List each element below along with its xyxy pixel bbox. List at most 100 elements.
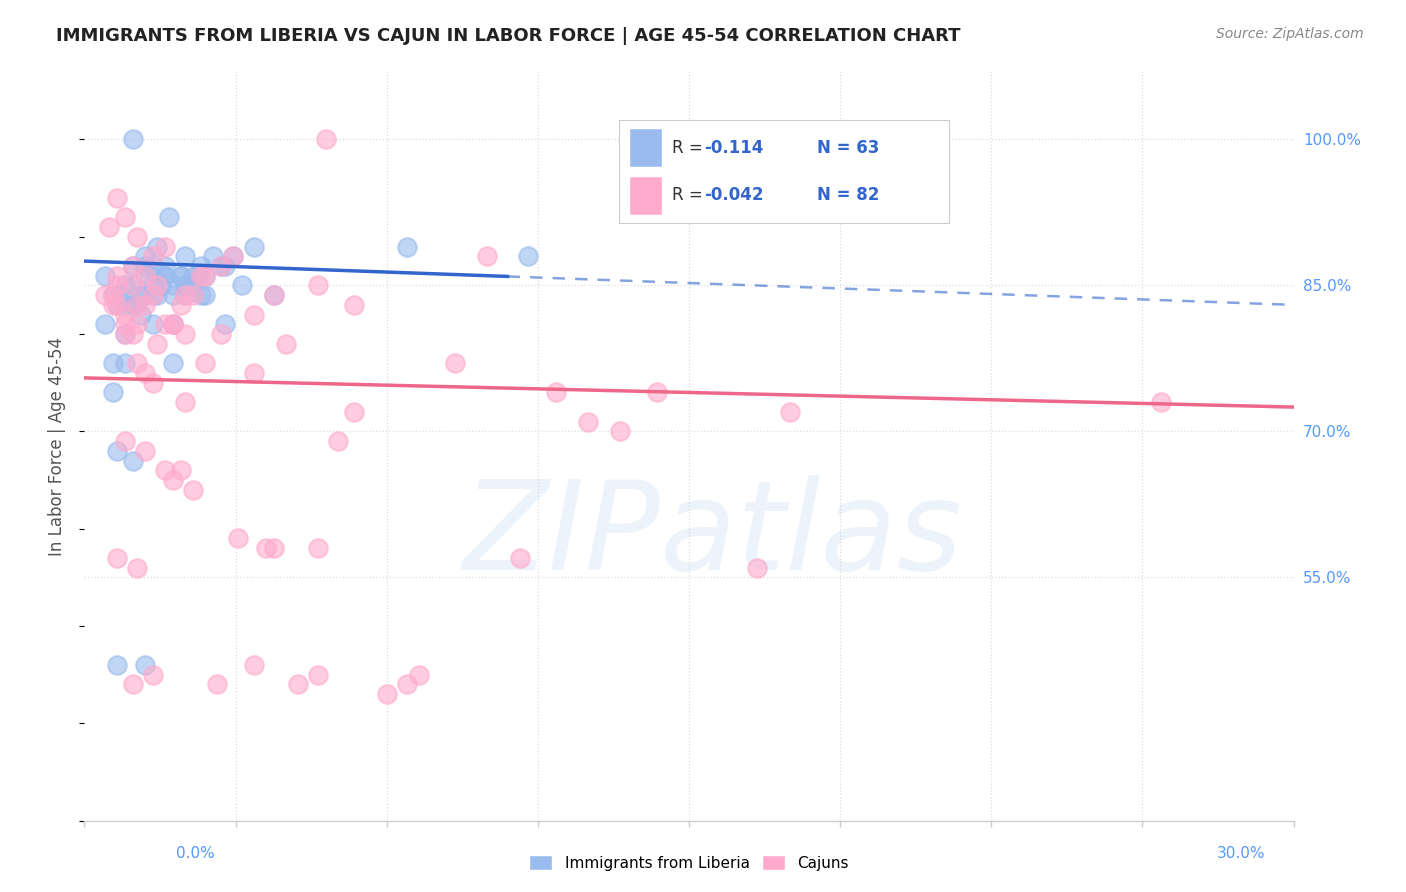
Point [395, 677, 418, 691]
Point [194, 356, 217, 370]
Point [1149, 395, 1171, 409]
Point [138, 268, 160, 283]
Text: Source: ZipAtlas.com: Source: ZipAtlas.com [1216, 27, 1364, 41]
Point [134, 288, 156, 302]
Point [125, 318, 148, 332]
Legend: Immigrants from Liberia, Cajuns: Immigrants from Liberia, Cajuns [523, 848, 855, 877]
Point [105, 657, 128, 672]
Point [170, 298, 193, 312]
Point [125, 229, 148, 244]
Point [134, 249, 156, 263]
Point [207, 677, 229, 691]
Point [93, 318, 115, 332]
Point [162, 318, 184, 332]
Point [101, 298, 124, 312]
Point [263, 288, 285, 302]
Point [134, 366, 156, 380]
Point [242, 366, 264, 380]
Point [343, 405, 366, 419]
Point [142, 288, 165, 302]
Point [105, 278, 128, 293]
Text: N = 82: N = 82 [817, 186, 879, 204]
Point [110, 288, 132, 302]
Point [142, 259, 165, 273]
Point [97, 220, 120, 235]
Point [343, 298, 366, 312]
Point [121, 298, 143, 312]
Point [190, 259, 212, 273]
Point [263, 541, 285, 556]
Point [214, 259, 236, 273]
Point [263, 288, 285, 302]
Point [190, 268, 212, 283]
Text: IMMIGRANTS FROM LIBERIA VS CAJUN IN LABOR FORCE | AGE 45-54 CORRELATION CHART: IMMIGRANTS FROM LIBERIA VS CAJUN IN LABO… [56, 27, 960, 45]
Point [153, 318, 176, 332]
Point [142, 288, 165, 302]
Point [121, 259, 143, 273]
Point [254, 541, 277, 556]
Point [395, 239, 418, 253]
Point [146, 336, 169, 351]
Point [146, 239, 169, 253]
Point [576, 415, 599, 429]
Point [162, 473, 184, 487]
Text: 30.0%: 30.0% [1218, 846, 1265, 861]
Point [226, 532, 249, 546]
Point [222, 249, 245, 263]
Point [153, 268, 176, 283]
Point [181, 288, 204, 302]
Point [209, 327, 232, 342]
Point [142, 249, 165, 263]
Point [93, 268, 115, 283]
Point [114, 327, 136, 342]
Point [162, 318, 184, 332]
Point [231, 278, 253, 293]
Point [162, 318, 184, 332]
Text: N = 63: N = 63 [817, 139, 879, 157]
Point [129, 308, 152, 322]
Point [645, 385, 668, 400]
Point [93, 288, 115, 302]
Point [174, 288, 197, 302]
Text: 0.0%: 0.0% [176, 846, 215, 861]
Point [214, 318, 236, 332]
Point [509, 550, 531, 565]
Point [162, 356, 184, 370]
Text: R =: R = [672, 186, 707, 204]
Point [125, 298, 148, 312]
Point [747, 560, 769, 574]
Point [194, 268, 217, 283]
Point [181, 268, 204, 283]
Point [114, 327, 136, 342]
Point [121, 278, 143, 293]
Text: -0.114: -0.114 [704, 139, 763, 157]
Point [162, 278, 184, 293]
Point [408, 667, 430, 681]
Point [202, 249, 225, 263]
Point [142, 278, 165, 293]
Point [328, 434, 350, 449]
Point [146, 288, 169, 302]
Point [153, 268, 176, 283]
Point [105, 191, 128, 205]
Point [170, 268, 193, 283]
Point [444, 356, 467, 370]
Point [174, 249, 197, 263]
Point [134, 657, 156, 672]
Point [114, 318, 136, 332]
Point [121, 327, 143, 342]
Point [307, 541, 329, 556]
Point [149, 278, 172, 293]
Point [609, 425, 631, 439]
Point [121, 259, 143, 273]
Point [121, 677, 143, 691]
Point [315, 132, 337, 146]
Point [105, 268, 128, 283]
Point [114, 211, 136, 225]
Point [181, 278, 204, 293]
Point [121, 132, 143, 146]
Point [105, 298, 128, 312]
Point [114, 308, 136, 322]
Point [105, 550, 128, 565]
Point [209, 259, 232, 273]
